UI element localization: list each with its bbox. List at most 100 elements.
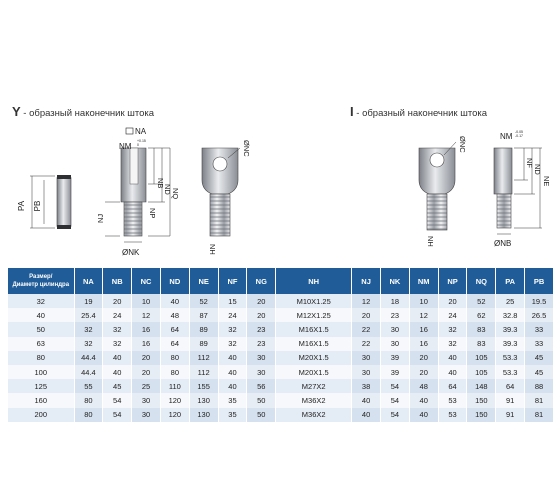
table-row: 50 32 32 16 64 89 32 23 M16X1.5 22 30 16 32 83 39.3 33	[8, 322, 554, 337]
dimensions-table: Размер/ Диаметр цилиндра NA NB NC ND NE NF NG N…	[8, 268, 554, 422]
table-cell: 53	[438, 407, 468, 422]
table-cell: 53	[438, 393, 468, 408]
table-cell: 88	[524, 379, 554, 394]
size-column-header: Размер/ Диаметр цилиндра	[8, 268, 75, 294]
i-nf-label: NF	[525, 158, 534, 168]
table-cell: 40	[351, 393, 381, 408]
nb-label: NB	[156, 178, 165, 188]
table-cell: 24	[218, 308, 248, 323]
table-cell: 50	[246, 393, 277, 408]
table-cell: 87	[189, 308, 219, 323]
table-cell: 15	[218, 294, 248, 309]
pa-label: PA	[17, 200, 26, 211]
nc-label: ØNC	[242, 140, 251, 157]
table-cell: M20X1.5	[275, 364, 353, 380]
drawings-svg: PA PB NA NM +0.15 0 NB ND NQ NP N	[17, 127, 551, 257]
table-cell: 23	[246, 336, 277, 351]
table-cell: 32	[218, 336, 248, 351]
size-cell: 50	[8, 322, 75, 337]
table-cell: 80	[160, 364, 190, 380]
nm-tolerance: +0.15	[137, 139, 146, 143]
y-end-view: PA PB	[17, 175, 72, 229]
size-cell: 160	[8, 393, 75, 408]
table-cell: 20	[131, 364, 161, 380]
table-cell: 81	[524, 393, 554, 408]
table-cell: 32	[218, 322, 248, 337]
y-type-heading: Y - образный наконечник штока	[12, 104, 154, 119]
table-cell: 54	[380, 407, 410, 422]
y-type-title: - образный наконечник штока	[20, 108, 155, 119]
size-cell: 200	[8, 407, 75, 422]
table-cell: 83	[466, 336, 497, 351]
table-cell: 12	[409, 308, 439, 323]
table-cell: M12X1.25	[275, 308, 353, 323]
table-cell: 30	[131, 407, 161, 422]
table-cell: 40	[102, 350, 133, 365]
table-cell: 20	[246, 308, 277, 323]
nm-label: NM	[119, 142, 132, 151]
table-cell: 20	[246, 294, 277, 309]
table-cell: M36X2	[275, 393, 353, 408]
table-row: 80 44.4 40 20 80 112 40 30 M20X1.5 30 39 20 40 105 53.…	[8, 350, 554, 365]
table-body: 32 19 20 10 40 52 15 20 M10X1.25 12 18 10 20 52 25 19.5…	[8, 294, 554, 422]
table-cell: 53.3	[495, 364, 526, 380]
nd-label: ND	[163, 184, 172, 195]
table-cell: 32	[438, 336, 468, 351]
table-cell: 91	[495, 393, 526, 408]
table-cell: 23	[246, 322, 277, 337]
table-cell: 33	[524, 322, 554, 337]
table-cell: 54	[102, 407, 133, 422]
table-cell: 39	[380, 364, 410, 380]
table-cell: 32	[102, 336, 133, 351]
i-nd-label: ND	[533, 164, 542, 175]
size-cell: 80	[8, 350, 75, 365]
table-cell: 40	[218, 364, 248, 380]
table-cell: 64	[495, 379, 526, 394]
table-cell: 16	[409, 322, 439, 337]
column-header-na: NA	[74, 268, 104, 294]
table-cell: 148	[466, 379, 497, 394]
table-cell: 30	[131, 393, 161, 408]
table-cell: 130	[189, 407, 219, 422]
table-row: 125 55 45 25 110 155 40 56 M27X2 38 54 48 64 148 64 88	[8, 379, 554, 394]
table-cell: 40	[351, 407, 381, 422]
table-cell: 62	[466, 308, 497, 323]
table-cell: 56	[246, 379, 277, 394]
table-cell: 112	[189, 364, 219, 380]
table-cell: 23	[380, 308, 410, 323]
i-nb-label: ØNB	[494, 239, 511, 248]
column-header-nd: ND	[160, 268, 190, 294]
size-header-line1: Размер/	[29, 274, 53, 280]
table-cell: M27X2	[275, 379, 353, 394]
table-cell: M16X1.5	[275, 322, 353, 337]
table-cell: 32	[438, 322, 468, 337]
y-type-letter: Y	[12, 104, 21, 119]
table-row: 40 25.4 24 12 48 87 24 20 M12X1.25 20 23 12 24 62 32.8…	[8, 308, 554, 323]
table-cell: 44.4	[74, 350, 104, 365]
table-cell: 40	[438, 364, 468, 380]
table-cell: 22	[351, 336, 381, 351]
table-cell: 20	[409, 350, 439, 365]
column-header-nj: NJ	[351, 268, 381, 294]
np-label: NP	[148, 208, 157, 218]
table-cell: 25	[495, 294, 526, 309]
size-cell: 63	[8, 336, 75, 351]
table-cell: 40	[102, 364, 133, 380]
y-front-view: NA NM +0.15 0 NB ND NQ NP NJ ØNK	[96, 127, 180, 257]
i-side-view: ØNC NH	[418, 136, 467, 247]
table-cell: 40	[409, 393, 439, 408]
y-side-view: ØNC NH	[201, 140, 251, 255]
pb-label: PB	[33, 201, 42, 212]
column-header-nb: NB	[102, 268, 133, 294]
table-cell: 45	[524, 350, 554, 365]
table-cell: 20	[409, 364, 439, 380]
i-nc-label: ØNC	[458, 136, 467, 153]
i-type-heading: I - образный наконечник штока	[350, 104, 487, 119]
table-cell: 40	[409, 407, 439, 422]
table-cell: 50	[246, 407, 277, 422]
table-cell: 30	[246, 364, 277, 380]
table-cell: 130	[189, 393, 219, 408]
table-cell: 55	[74, 379, 104, 394]
table-cell: 54	[380, 393, 410, 408]
table-row: 63 32 32 16 64 89 32 23 M16X1.5 22 30 16 32 83 39.3 33	[8, 336, 554, 351]
